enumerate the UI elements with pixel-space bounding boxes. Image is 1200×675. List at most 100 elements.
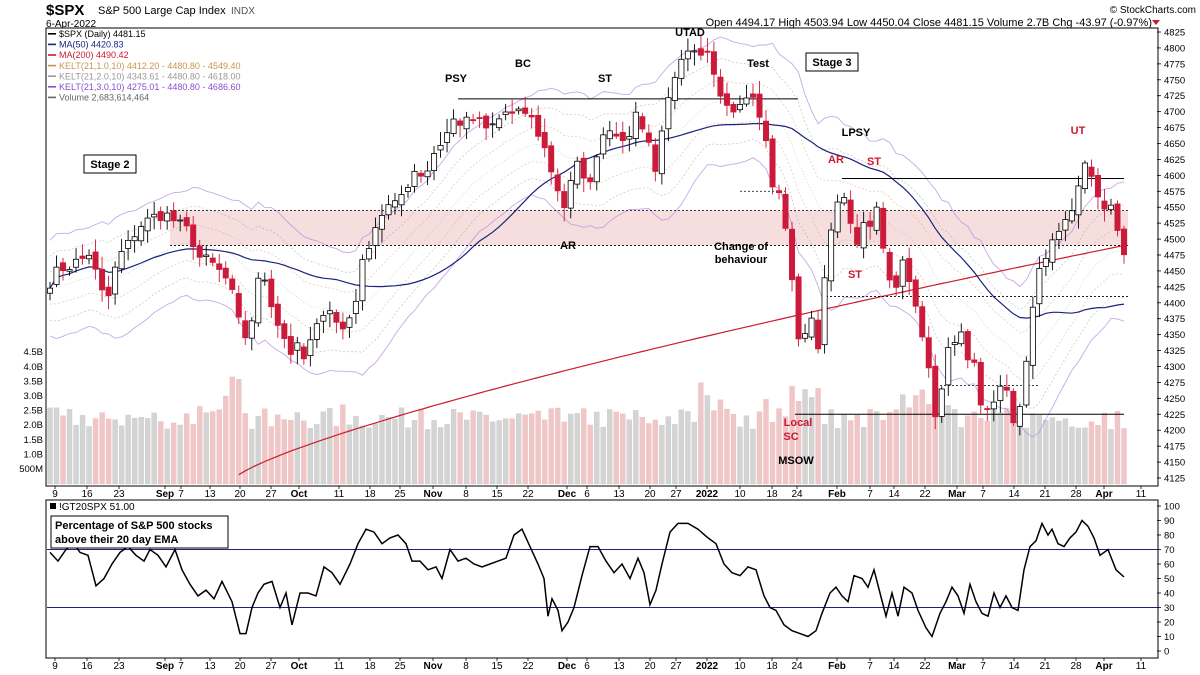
volume-bar (86, 426, 92, 485)
volume-bar (424, 429, 431, 485)
candle-down (580, 157, 587, 179)
candle-down (522, 107, 529, 114)
date-tick-label: 14 (888, 661, 900, 672)
candle-up (391, 200, 398, 208)
candle-up (326, 310, 333, 315)
volume-bar (620, 413, 626, 485)
candle-down (717, 76, 724, 97)
volume-bar (1030, 413, 1036, 485)
chart-date: 6-Apr-2022 (46, 19, 96, 30)
date-tick-label: 27 (670, 489, 682, 500)
volume-bar (821, 424, 828, 485)
volume-bar (1082, 427, 1088, 485)
volume-bar (698, 382, 704, 485)
date-tick-label: 28 (1070, 661, 1082, 672)
breadth-label-line2: above their 20 day EMA (55, 534, 179, 546)
volume-bar (919, 389, 925, 485)
date-tick-label: 7 (980, 661, 986, 672)
volume-bar (249, 429, 255, 485)
legend-swatch (48, 86, 56, 88)
candle-up (802, 333, 809, 339)
volume-tick-label: 1.0B (23, 449, 43, 460)
volume-bar (542, 419, 548, 485)
volume-bar (47, 407, 53, 485)
candle-up (365, 248, 372, 260)
volume-bar (678, 409, 685, 485)
volume-bar (405, 427, 411, 485)
candle-up (1055, 230, 1062, 241)
volume-tick-label: 3.0B (23, 391, 43, 402)
date-tick-label: Apr (1095, 661, 1112, 672)
candle-up (125, 239, 132, 249)
price-tick-label: 4775 (1164, 59, 1185, 70)
date-axis-top: 9 16 23 Sep 7 13 20 27 Oct 11 18 25 Nov 8 15 22 Dec 6 13 20… (52, 486, 1147, 500)
volume-bar (105, 418, 112, 485)
volume-bar (795, 401, 802, 485)
candle-down (300, 346, 307, 360)
date-tick-label: 7 (980, 489, 986, 500)
price-axis: 4125 4150 4175 4200 4225 4250 4275 4300 4325 4350… (1157, 28, 1185, 485)
volume-bar (659, 425, 665, 485)
candle-up (632, 111, 639, 139)
date-tick-label: 13 (613, 489, 625, 500)
volume-bar (470, 410, 476, 485)
volume-bar (1121, 428, 1127, 485)
volume-bar (79, 415, 86, 485)
volume-bar (646, 423, 652, 485)
candle-up (515, 108, 522, 112)
price-tick-label: 4700 (1164, 107, 1185, 118)
price-tick-label: 4650 (1164, 139, 1185, 150)
volume-bar (574, 413, 580, 485)
candle-up (431, 153, 438, 171)
legend-entry: $SPX (Daily) 4481.15 (59, 29, 146, 39)
candle-down (1088, 166, 1095, 177)
candle-down (710, 51, 717, 75)
candle-up (378, 215, 385, 230)
date-tick-label: Feb (828, 661, 846, 672)
volume-bar (1095, 424, 1101, 485)
candle-up (1049, 239, 1056, 263)
volume-tick-label: 2.0B (23, 420, 43, 431)
volume-bar (444, 424, 450, 485)
st-label-1: ST (598, 73, 612, 85)
candle-up (938, 388, 945, 417)
volume-bar (184, 413, 190, 485)
index-name: S&P 500 Large Cap Index (98, 5, 226, 17)
volume-bar (327, 408, 333, 485)
date-tick-label: 7 (178, 661, 184, 672)
date-tick-label: 21 (1039, 661, 1051, 672)
behaviour-label: behaviour (715, 254, 768, 266)
candle-down (776, 190, 783, 194)
candle-down (932, 365, 939, 418)
volume-bar (502, 418, 509, 485)
candle-up (678, 58, 685, 79)
candle-up (736, 104, 743, 111)
volume-axis: 500M 1.0B 1.5B 2.0B 2.5B 3.0B 3.5B 4.0B 4.5B (19, 347, 43, 475)
candle-up (1075, 185, 1082, 216)
candle-up (47, 287, 54, 294)
candle-down (704, 50, 711, 53)
date-tick-label: 22 (919, 661, 931, 672)
volume-bar (359, 425, 366, 485)
date-tick-label: 13 (613, 661, 625, 672)
volume-bar (203, 412, 209, 485)
candle-down (1121, 228, 1128, 256)
date-tick-label: 22 (522, 661, 534, 672)
date-tick-label: 20 (234, 661, 246, 672)
psy-label: PSY (445, 73, 468, 85)
candle-up (997, 385, 1004, 401)
candle-up (684, 50, 691, 60)
candle-up (899, 259, 906, 287)
candle-down (476, 117, 483, 119)
candle-up (444, 132, 451, 143)
volume-bar (730, 414, 737, 485)
legend-entry: MA(200) 4490.42 (59, 50, 129, 60)
candle-up (424, 170, 431, 178)
date-tick-label: 11 (1136, 489, 1147, 500)
stage2-label: Stage 2 (90, 159, 129, 171)
test-label: Test (747, 58, 769, 70)
date-tick-label: 9 (52, 489, 58, 500)
candle-down (919, 306, 926, 338)
volume-bar (874, 411, 880, 485)
keltner-upper-1x (49, 79, 1125, 334)
